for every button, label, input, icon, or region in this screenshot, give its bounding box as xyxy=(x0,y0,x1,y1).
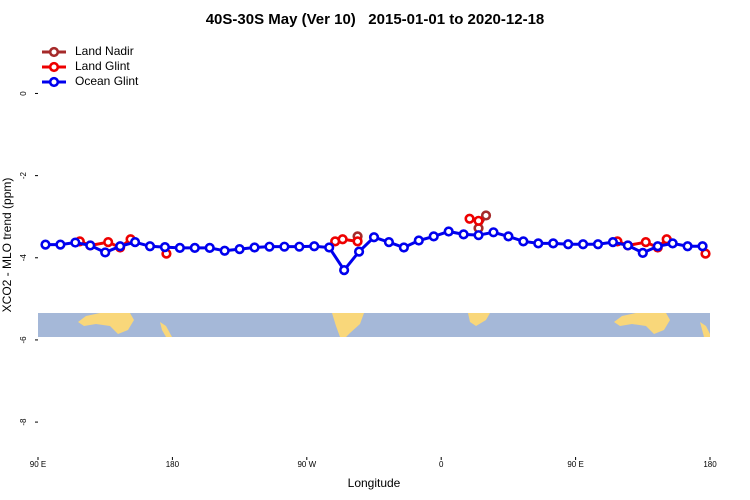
point xyxy=(353,246,365,257)
point xyxy=(383,237,395,248)
point xyxy=(103,237,114,248)
point xyxy=(309,241,320,252)
point xyxy=(234,244,245,255)
y-tick-label: -4 xyxy=(19,254,28,262)
point xyxy=(577,239,589,250)
point xyxy=(533,238,544,249)
point xyxy=(428,231,439,242)
x-tick-label: 0 xyxy=(439,460,444,469)
point xyxy=(40,239,51,250)
point xyxy=(337,234,348,245)
point xyxy=(458,229,469,240)
point xyxy=(548,238,559,249)
point xyxy=(219,245,230,256)
point xyxy=(464,213,475,224)
point xyxy=(488,227,499,238)
point xyxy=(144,241,156,252)
point xyxy=(85,240,96,251)
x-tick-label: 90 E xyxy=(30,460,46,469)
x-axis-label: Longitude xyxy=(348,476,401,490)
point xyxy=(189,242,200,254)
point xyxy=(622,240,633,251)
point xyxy=(352,236,363,247)
point xyxy=(115,241,126,252)
point xyxy=(640,237,651,248)
point xyxy=(55,239,66,250)
point xyxy=(368,232,380,243)
point xyxy=(443,226,454,237)
point xyxy=(473,230,484,241)
land xyxy=(78,313,134,334)
point xyxy=(473,215,484,226)
point xyxy=(159,241,171,253)
point xyxy=(264,241,275,252)
legend-label: Ocean Glint xyxy=(75,74,139,88)
point xyxy=(279,241,290,252)
x-tick-label: 180 xyxy=(166,460,180,469)
land xyxy=(614,313,670,334)
point xyxy=(607,237,619,248)
y-axis-label: XCO2 - MLO trend (ppm) xyxy=(0,178,14,313)
point xyxy=(324,242,335,253)
point xyxy=(480,210,492,221)
point xyxy=(413,235,424,246)
point xyxy=(70,237,81,248)
point xyxy=(563,239,574,250)
y-tick-label: -6 xyxy=(19,336,28,344)
ocean-band xyxy=(38,313,710,337)
point xyxy=(697,241,708,252)
point xyxy=(637,247,648,258)
land xyxy=(700,322,710,337)
x-tick-label: 90 E xyxy=(567,460,583,469)
chart-title: 40S-30S May (Ver 10) 2015-01-01 to 2020-… xyxy=(206,11,545,28)
legend-label: Land Glint xyxy=(75,59,130,73)
point xyxy=(204,242,215,254)
legend-label: Land Nadir xyxy=(75,44,134,58)
point xyxy=(129,237,141,248)
land xyxy=(332,313,364,337)
y-tick-label: -8 xyxy=(19,418,28,426)
point xyxy=(518,236,529,247)
point xyxy=(174,242,185,254)
point xyxy=(294,241,305,252)
x-tick-label: 180 xyxy=(703,460,717,469)
x-tick-label: 90 W xyxy=(297,460,316,469)
point xyxy=(249,242,260,253)
y-tick-label: -2 xyxy=(19,172,28,180)
point xyxy=(682,241,693,252)
land xyxy=(160,322,172,337)
land xyxy=(468,313,490,326)
y-tick-label: 0 xyxy=(19,91,28,96)
point xyxy=(503,231,514,242)
legend-marker xyxy=(48,46,60,58)
point xyxy=(339,264,350,276)
legend-marker xyxy=(48,61,60,73)
point xyxy=(398,242,409,253)
point xyxy=(100,247,111,258)
point xyxy=(592,239,604,250)
point xyxy=(667,238,678,249)
legend-marker xyxy=(48,76,60,88)
map-strip xyxy=(38,313,710,337)
point xyxy=(652,241,663,252)
